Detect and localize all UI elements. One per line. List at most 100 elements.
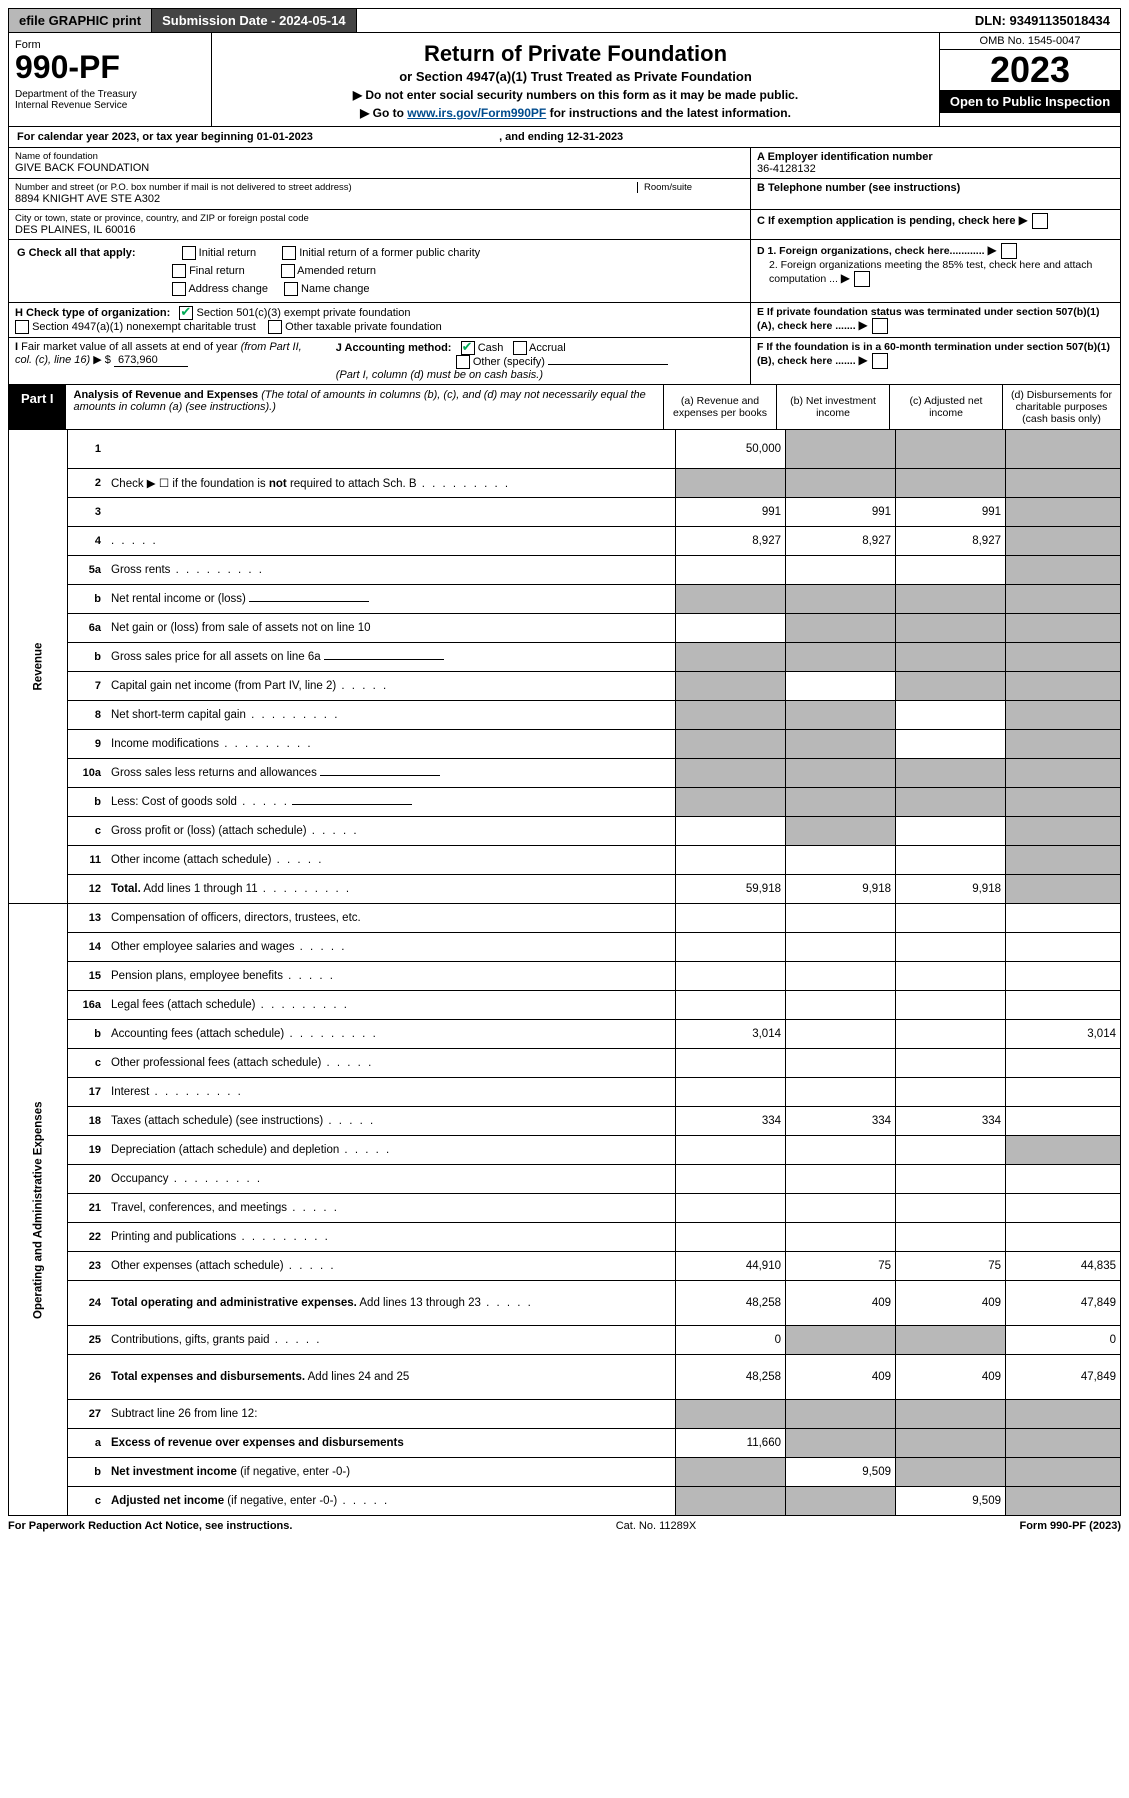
col-c-val [896, 585, 1006, 614]
line-num: 7 [68, 672, 107, 701]
col-d-val [1006, 1136, 1121, 1165]
line-desc: Other employee salaries and wages [106, 933, 676, 962]
line-num: a [68, 1429, 107, 1458]
col-b-header: (b) Net investment income [776, 385, 889, 429]
col-a-val: 334 [676, 1107, 786, 1136]
table-row: 5aGross rents [9, 556, 1121, 585]
col-d-val [1006, 643, 1121, 672]
table-row: bGross sales price for all assets on lin… [9, 643, 1121, 672]
h-other-cb[interactable] [268, 320, 282, 334]
e-checkbox[interactable] [872, 318, 888, 334]
col-a-val [676, 643, 786, 672]
line-desc: Gross sales less returns and allowances [106, 759, 676, 788]
final-return-cb[interactable] [172, 264, 186, 278]
expenses-side-label: Operating and Administrative Expenses [9, 904, 68, 1516]
line-num: 17 [68, 1078, 107, 1107]
col-a-val: 11,660 [676, 1429, 786, 1458]
tax-year: 2023 [940, 50, 1120, 90]
col-c-val: 8,927 [896, 527, 1006, 556]
c-checkbox[interactable] [1032, 213, 1048, 229]
fmv-value: 673,960 [114, 354, 188, 367]
page-footer: For Paperwork Reduction Act Notice, see … [8, 1516, 1121, 1532]
col-d-val [1006, 1165, 1121, 1194]
col-c-val [896, 1429, 1006, 1458]
line-desc: Less: Cost of goods sold [106, 788, 676, 817]
line-desc: Adjusted net income (if negative, enter … [106, 1487, 676, 1516]
line-desc: Gross sales price for all assets on line… [106, 643, 676, 672]
j-cash-cb[interactable] [461, 341, 475, 355]
line-desc: Total. Add lines 1 through 11 [106, 875, 676, 904]
line-num: c [68, 1487, 107, 1516]
col-b-val: 409 [786, 1355, 896, 1400]
col-d-val [1006, 527, 1121, 556]
col-a-val [676, 1078, 786, 1107]
line-num: 9 [68, 730, 107, 759]
line-num: 20 [68, 1165, 107, 1194]
col-c-val [896, 817, 1006, 846]
col-d-val [1006, 875, 1121, 904]
top-bar: efile GRAPHIC print Submission Date - 20… [8, 8, 1121, 33]
col-c-val [896, 701, 1006, 730]
g-label: G Check all that apply: [17, 247, 136, 259]
line-num: b [68, 643, 107, 672]
line-num: 12 [68, 875, 107, 904]
name-change-cb[interactable] [284, 282, 298, 296]
line-num: b [68, 1020, 107, 1049]
col-b-val [786, 1020, 896, 1049]
line-num: 5a [68, 556, 107, 585]
col-c-val [896, 1049, 1006, 1078]
col-a-val [676, 1487, 786, 1516]
amended-return-cb[interactable] [281, 264, 295, 278]
col-c-val [896, 730, 1006, 759]
line-desc: Excess of revenue over expenses and disb… [106, 1429, 676, 1458]
address-change-cb[interactable] [172, 282, 186, 296]
col-a-val [676, 614, 786, 643]
address-value: 8894 KNIGHT AVE STE A302 [15, 193, 352, 205]
table-row: 21Travel, conferences, and meetings [9, 1194, 1121, 1223]
col-c-val [896, 1136, 1006, 1165]
line-desc: Total expenses and disbursements. Add li… [106, 1355, 676, 1400]
line-num: 22 [68, 1223, 107, 1252]
col-c-val [896, 1326, 1006, 1355]
d2-checkbox[interactable] [854, 271, 870, 287]
j-accrual-cb[interactable] [513, 341, 527, 355]
f-checkbox[interactable] [872, 353, 888, 369]
line-num: 23 [68, 1252, 107, 1281]
form990pf-link[interactable]: www.irs.gov/Form990PF [407, 106, 546, 120]
line-num: 2 [68, 469, 107, 498]
table-row: 10aGross sales less returns and allowanc… [9, 759, 1121, 788]
col-d-val [1006, 614, 1121, 643]
h-4947-cb[interactable] [15, 320, 29, 334]
line-num: c [68, 1049, 107, 1078]
identification-section: Name of foundation GIVE BACK FOUNDATION … [8, 148, 1121, 385]
address-label: Number and street (or P.O. box number if… [15, 182, 352, 193]
initial-return-cb[interactable] [182, 246, 196, 260]
line-num: 19 [68, 1136, 107, 1165]
col-b-val: 8,927 [786, 527, 896, 556]
form-header: Form 990-PF Department of the TreasuryIn… [8, 33, 1121, 127]
col-c-val [896, 469, 1006, 498]
efile-print-button[interactable]: efile GRAPHIC print [9, 9, 152, 32]
col-d-val [1006, 788, 1121, 817]
initial-former-cb[interactable] [282, 246, 296, 260]
table-row: 22Printing and publications [9, 1223, 1121, 1252]
col-d-val [1006, 469, 1121, 498]
table-row: cGross profit or (loss) (attach schedule… [9, 817, 1121, 846]
table-row: cAdjusted net income (if negative, enter… [9, 1487, 1121, 1516]
j-other-cb[interactable] [456, 355, 470, 369]
line-num: 4 [68, 527, 107, 556]
table-row: 7Capital gain net income (from Part IV, … [9, 672, 1121, 701]
col-c-header: (c) Adjusted net income [889, 385, 1002, 429]
line-desc: Income modifications [106, 730, 676, 759]
col-b-val [786, 759, 896, 788]
col-c-val [896, 614, 1006, 643]
h-501c3-cb[interactable] [179, 306, 193, 320]
col-b-val [786, 701, 896, 730]
line-desc: Capital gain net income (from Part IV, l… [106, 672, 676, 701]
col-c-val: 75 [896, 1252, 1006, 1281]
col-d-val [1006, 1487, 1121, 1516]
col-a-val [676, 1223, 786, 1252]
d1-checkbox[interactable] [1001, 243, 1017, 259]
col-d-val [1006, 991, 1121, 1020]
c-label: C If exemption application is pending, c… [757, 215, 1016, 227]
